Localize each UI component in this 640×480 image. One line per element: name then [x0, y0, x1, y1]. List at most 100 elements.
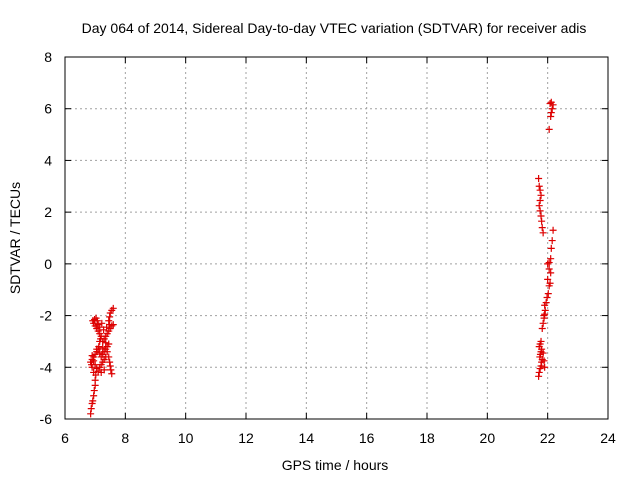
data-point	[87, 405, 95, 413]
data-point	[107, 366, 115, 374]
data-point	[90, 392, 98, 400]
data-point	[538, 325, 546, 332]
data-point	[536, 186, 544, 194]
y-tick-label: -2	[40, 308, 53, 324]
data-point	[535, 182, 543, 190]
data-point	[89, 397, 97, 405]
data-point	[538, 217, 546, 225]
data-point	[102, 339, 110, 347]
data-point	[103, 348, 111, 356]
data-point	[96, 349, 104, 357]
data-point	[535, 202, 543, 210]
data-point	[543, 293, 551, 301]
x-tick-label: 20	[480, 430, 496, 446]
data-point	[547, 244, 555, 252]
data-point	[541, 306, 549, 314]
data-point	[538, 224, 546, 232]
data-point	[547, 98, 555, 106]
data-point	[536, 207, 544, 215]
data-point	[98, 319, 106, 327]
y-tick-label: 2	[44, 204, 52, 220]
data-point	[547, 112, 555, 120]
data-point	[547, 269, 555, 277]
data-point	[539, 319, 547, 327]
data-point	[96, 323, 104, 331]
data-point	[106, 362, 114, 370]
data-point	[548, 105, 556, 113]
data-point	[535, 372, 543, 380]
data-points	[87, 98, 557, 418]
data-point	[539, 229, 547, 237]
data-point	[109, 304, 117, 312]
data-point	[93, 317, 101, 325]
data-point	[99, 344, 107, 352]
y-tick-label: -6	[40, 411, 53, 427]
y-tick-label: 0	[44, 256, 52, 272]
data-point	[106, 313, 114, 321]
x-tick-label: 16	[359, 430, 375, 446]
x-axis-label: GPS time / hours	[282, 457, 389, 473]
data-point	[540, 312, 548, 320]
data-point	[548, 237, 556, 245]
data-point	[88, 352, 96, 360]
data-point	[90, 357, 98, 365]
data-point	[87, 410, 95, 418]
data-point	[106, 358, 114, 366]
data-point	[540, 357, 548, 365]
data-point	[105, 317, 113, 325]
data-point	[537, 362, 545, 370]
data-point	[541, 301, 549, 309]
data-point	[549, 226, 557, 234]
x-tick-label: 24	[600, 430, 616, 446]
x-tick-label: 6	[61, 430, 69, 446]
data-point	[90, 387, 98, 395]
data-point	[545, 259, 553, 267]
data-point	[105, 340, 113, 348]
data-point	[541, 363, 549, 371]
y-tick-labels: -6 -4 -2 0 2 4 6 8	[40, 49, 53, 427]
data-point	[547, 255, 555, 263]
x-tick-label: 10	[178, 430, 194, 446]
data-point	[541, 310, 549, 318]
grid-lines	[65, 57, 608, 419]
data-point	[544, 290, 552, 298]
data-point	[105, 353, 113, 361]
x-tick-label: 12	[238, 430, 254, 446]
x-tick-labels: 6 8 10 12 14 16 18 20 22 24	[61, 430, 616, 446]
data-point	[546, 279, 554, 287]
y-tick-label: 6	[44, 101, 52, 117]
data-point	[97, 368, 105, 376]
data-point	[544, 275, 552, 283]
data-point	[546, 100, 554, 108]
data-point	[537, 337, 545, 345]
y-tick-label: 8	[44, 49, 52, 65]
x-tick-label: 22	[540, 430, 556, 446]
data-point	[539, 349, 547, 357]
data-point	[547, 109, 555, 117]
y-tick-label: -4	[40, 359, 53, 375]
data-point	[90, 368, 98, 376]
data-point	[537, 212, 545, 220]
data-point	[94, 367, 102, 375]
x-tick-label: 18	[419, 430, 435, 446]
data-point	[537, 191, 545, 199]
data-point	[91, 361, 99, 369]
data-point	[545, 125, 553, 133]
x-tick-label: 14	[299, 430, 315, 446]
data-point	[93, 345, 101, 353]
x-tick-label: 8	[121, 430, 129, 446]
y-tick-label: 4	[44, 152, 52, 168]
data-point	[535, 175, 543, 183]
plot-frame	[64, 56, 609, 420]
data-point	[545, 265, 553, 273]
data-point	[106, 321, 114, 329]
data-point	[91, 376, 99, 384]
data-point	[544, 260, 552, 268]
data-point	[535, 368, 543, 376]
chart-title: Day 064 of 2014, Sidereal Day-to-day VTE…	[82, 20, 587, 36]
data-point	[108, 370, 116, 378]
y-axis-label: SDTVAR / TECUs	[7, 182, 23, 294]
data-point	[536, 197, 544, 205]
